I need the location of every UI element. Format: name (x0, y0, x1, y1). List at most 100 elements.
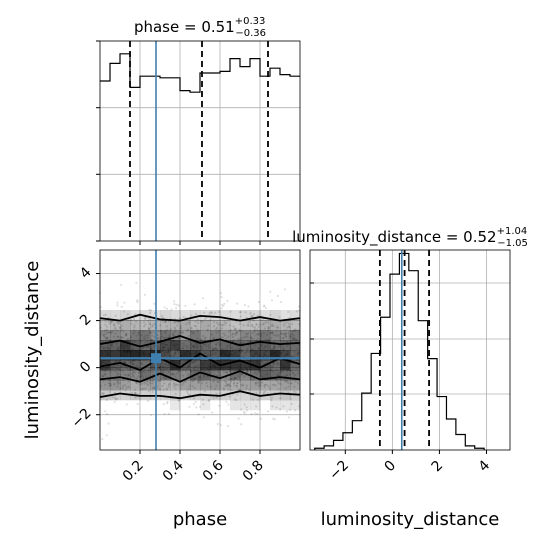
2d-scatter-point (177, 398, 180, 402)
2d-scatter-point (152, 324, 155, 327)
2d-scatter-point (298, 305, 300, 308)
2d-scatter-point (283, 288, 287, 291)
2d-scatter-point (175, 383, 178, 386)
2d-density-cell (130, 330, 141, 341)
ld-xtick-label-0: −2 (326, 458, 352, 484)
2d-scatter-point (209, 318, 212, 321)
2d-scatter-point (187, 329, 190, 332)
2d-scatter-point (104, 329, 107, 332)
2d-scatter-point (215, 392, 218, 395)
ld-title-value: 0.52 (463, 228, 496, 246)
2d-scatter-point (102, 392, 105, 395)
2d-scatter-point (107, 331, 110, 334)
2d-density-cell (140, 350, 151, 361)
2d-contour-line-4 (100, 313, 300, 322)
2d-scatter-point (257, 325, 260, 328)
2d-density-cell (200, 350, 211, 361)
2d-scatter-point (176, 324, 179, 327)
2d-scatter-point (144, 318, 147, 321)
2d-scatter-point (113, 382, 116, 385)
2d-scatter-point (267, 385, 270, 388)
2d-scatter-point (186, 328, 189, 331)
2d-scatter-point (144, 316, 147, 319)
2d-scatter-point (106, 328, 109, 331)
2d-scatter-point (246, 333, 249, 336)
2d-scatter-point (201, 320, 204, 323)
2d-scatter-point (162, 388, 165, 391)
2d-scatter-point (149, 323, 152, 326)
2d-scatter-point (135, 381, 138, 384)
2d-density-cell (240, 310, 251, 321)
2d-scatter-point (116, 335, 119, 338)
2d-scatter-point (253, 329, 256, 332)
2d-scatter-point (250, 337, 253, 340)
2d-scatter-point (258, 391, 262, 394)
2d-density-cell (240, 320, 251, 331)
2d-density-cell (210, 330, 221, 341)
2d-scatter-point (259, 384, 262, 387)
2d-scatter-point (246, 370, 249, 373)
2d-scatter-point (113, 324, 116, 327)
2d-density-cell (290, 400, 300, 411)
2d-scatter-point (245, 332, 248, 335)
2d-scatter-point (277, 388, 280, 391)
2d-scatter-point (117, 382, 120, 385)
2d-scatter-point (200, 382, 203, 385)
2d-scatter-point (125, 332, 128, 335)
2d-scatter-point (105, 325, 109, 328)
2d-scatter-point (237, 330, 240, 333)
2d-scatter-point (245, 387, 248, 390)
2d-scatter-point (204, 337, 207, 340)
2d-scatter-point (236, 382, 239, 385)
2d-density-cell (220, 360, 231, 371)
2d-density-cell (150, 330, 161, 341)
2d-scatter-point (287, 331, 290, 335)
2d-scatter-point (238, 322, 241, 326)
2d-scatter-point (200, 319, 203, 322)
2d-scatter-point (121, 387, 124, 390)
2d-density-cell (230, 370, 241, 381)
2d-scatter-point (131, 370, 135, 373)
2d-scatter-point (288, 333, 291, 336)
2d-scatter-point (276, 334, 279, 337)
2d-scatter-point (295, 310, 298, 313)
2d-scatter-point (280, 332, 283, 335)
2d-density-cell (280, 400, 291, 411)
2d-scatter-point (254, 326, 257, 329)
2d-scatter-point (123, 373, 126, 376)
2d-scatter-point (264, 307, 268, 310)
2d-scatter-point (108, 382, 111, 385)
ld-title-minus: −1.05 (497, 238, 528, 249)
2d-density-cell (220, 350, 231, 361)
2d-density-cell (230, 340, 241, 351)
2d-scatter-point (131, 392, 134, 395)
2d-scatter-point (109, 384, 112, 387)
2d-density-cell (190, 380, 201, 391)
2d-scatter-point (191, 380, 194, 383)
2d-scatter-point (115, 320, 118, 323)
2d-scatter-point (232, 332, 235, 335)
2d-scatter-point (271, 323, 274, 326)
2d-scatter-point (147, 326, 150, 329)
2d-scatter-point (263, 383, 267, 386)
2d-scatter-point (238, 380, 241, 383)
2d-scatter-point (227, 403, 230, 406)
2d-density-cell (100, 330, 111, 341)
2d-scatter-point (207, 399, 210, 402)
2d-ytick-label-1: 0 (77, 358, 95, 376)
2d-scatter-point (111, 396, 114, 399)
2d-scatter-point (181, 383, 184, 386)
2d-scatter-point (106, 336, 109, 339)
2d-density-cell (170, 310, 181, 321)
2d-scatter-point (264, 321, 267, 324)
2d-scatter-point (255, 391, 258, 394)
2d-scatter-point (290, 402, 293, 405)
2d-density-cell (220, 330, 231, 341)
2d-density-cell (190, 310, 201, 321)
2d-density-cell (250, 340, 261, 351)
2d-scatter-point (228, 324, 232, 327)
2d-scatter-point (185, 323, 188, 326)
2d-scatter-point (239, 315, 242, 318)
2d-density-cell (280, 330, 291, 341)
